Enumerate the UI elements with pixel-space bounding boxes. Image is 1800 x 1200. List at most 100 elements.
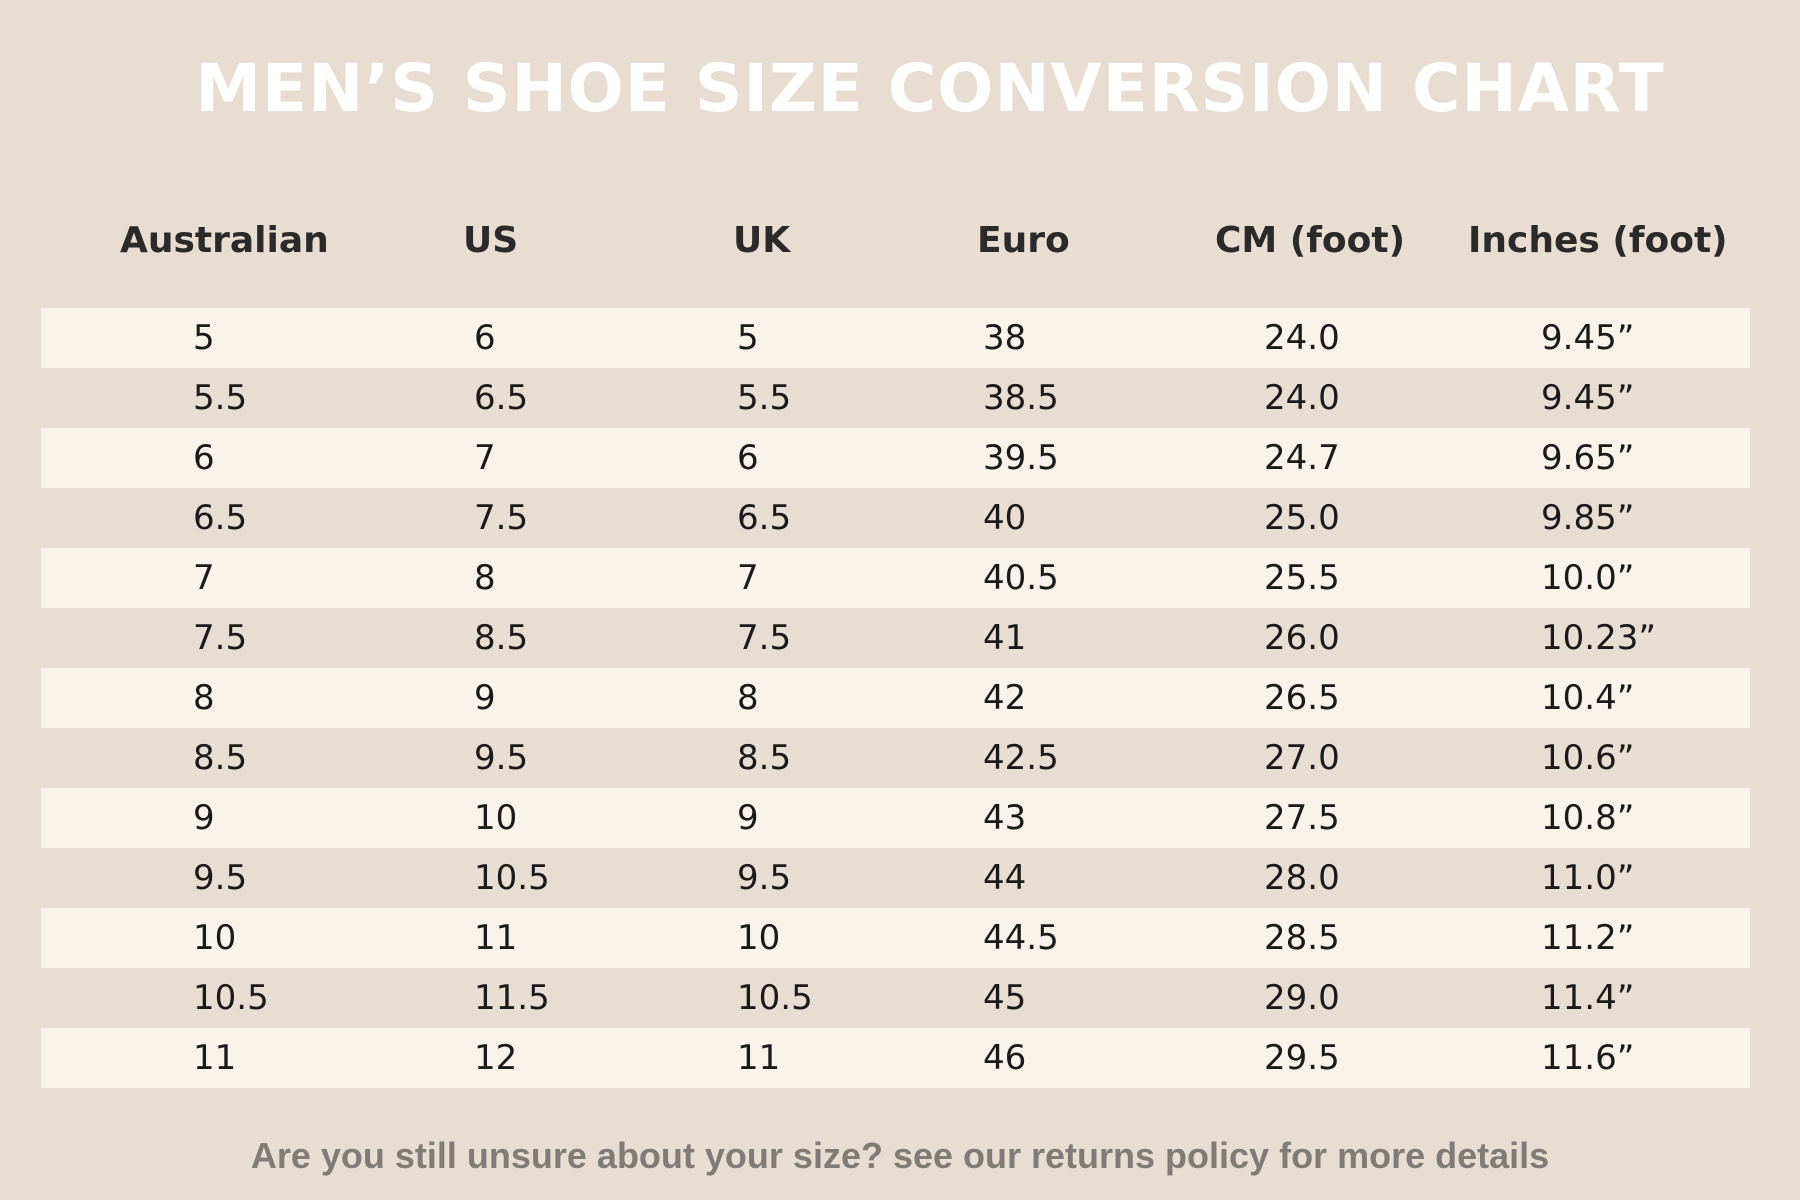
- table-row: 7 8 7 40.5 25.5 10.0”: [41, 548, 1750, 608]
- cell-cm: 25.5: [1264, 558, 1340, 598]
- table-row: 8 9 8 42 26.5 10.4”: [41, 668, 1750, 728]
- cell-euro: 42.5: [983, 738, 1059, 778]
- cell-australian: 9: [193, 798, 215, 838]
- cell-euro: 45: [983, 978, 1027, 1018]
- column-header-inches: Inches (foot): [1468, 220, 1728, 261]
- cell-australian: 6.5: [193, 498, 248, 538]
- cell-uk: 8: [737, 678, 759, 718]
- table-row: 10 11 10 44.5 28.5 11.2”: [41, 908, 1750, 968]
- cell-australian: 8.5: [193, 738, 248, 778]
- column-header-euro: Euro: [977, 220, 1070, 261]
- table-row: 11 12 11 46 29.5 11.6”: [41, 1028, 1750, 1088]
- cell-us: 9.5: [474, 738, 529, 778]
- cell-inches: 11.4”: [1541, 978, 1635, 1018]
- cell-inches: 10.6”: [1541, 738, 1635, 778]
- chart-title: MEN’S SHOE SIZE CONVERSION CHART: [195, 50, 1665, 127]
- cell-inches: 9.65”: [1541, 438, 1635, 478]
- cell-inches: 10.8”: [1541, 798, 1635, 838]
- cell-euro: 38.5: [983, 378, 1059, 418]
- cell-euro: 41: [983, 618, 1027, 658]
- cell-australian: 7: [193, 558, 215, 598]
- cell-uk: 9.5: [737, 858, 792, 898]
- cell-australian: 11: [193, 1038, 237, 1078]
- cell-us: 6: [474, 318, 496, 358]
- cell-uk: 5: [737, 318, 759, 358]
- cell-euro: 44.5: [983, 918, 1059, 958]
- cell-cm: 24.7: [1264, 438, 1340, 478]
- cell-cm: 29.5: [1264, 1038, 1340, 1078]
- cell-euro: 46: [983, 1038, 1027, 1078]
- cell-cm: 27.5: [1264, 798, 1340, 838]
- column-header-cm: CM (foot): [1215, 220, 1406, 261]
- cell-uk: 5.5: [737, 378, 792, 418]
- cell-australian: 6: [193, 438, 215, 478]
- table-row: 10.5 11.5 10.5 45 29.0 11.4”: [41, 968, 1750, 1028]
- cell-uk: 10: [737, 918, 781, 958]
- cell-euro: 40: [983, 498, 1027, 538]
- cell-euro: 42: [983, 678, 1027, 718]
- cell-us: 7.5: [474, 498, 529, 538]
- cell-cm: 24.0: [1264, 378, 1340, 418]
- table-row: 8.5 9.5 8.5 42.5 27.0 10.6”: [41, 728, 1750, 788]
- cell-uk: 7.5: [737, 618, 792, 658]
- cell-inches: 11.6”: [1541, 1038, 1635, 1078]
- table-header: Australian US UK Euro CM (foot) Inches (…: [0, 220, 1800, 280]
- cell-australian: 7.5: [193, 618, 248, 658]
- table-row: 6.5 7.5 6.5 40 25.0 9.85”: [41, 488, 1750, 548]
- cell-us: 9: [474, 678, 496, 718]
- cell-us: 7: [474, 438, 496, 478]
- column-header-uk: UK: [733, 220, 791, 261]
- cell-us: 11.5: [474, 978, 550, 1018]
- cell-us: 8.5: [474, 618, 529, 658]
- cell-inches: 10.23”: [1541, 618, 1656, 658]
- cell-euro: 38: [983, 318, 1027, 358]
- cell-uk: 9: [737, 798, 759, 838]
- cell-euro: 44: [983, 858, 1027, 898]
- cell-inches: 11.2”: [1541, 918, 1635, 958]
- cell-uk: 6.5: [737, 498, 792, 538]
- cell-inches: 10.4”: [1541, 678, 1635, 718]
- cell-uk: 11: [737, 1038, 781, 1078]
- table-row: 9 10 9 43 27.5 10.8”: [41, 788, 1750, 848]
- table-row: 5 6 5 38 24.0 9.45”: [41, 308, 1750, 368]
- cell-inches: 9.85”: [1541, 498, 1635, 538]
- cell-us: 6.5: [474, 378, 529, 418]
- cell-cm: 28.0: [1264, 858, 1340, 898]
- footer-note: Are you still unsure about your size? se…: [250, 1135, 1550, 1176]
- cell-euro: 43: [983, 798, 1027, 838]
- cell-australian: 5: [193, 318, 215, 358]
- cell-inches: 9.45”: [1541, 318, 1635, 358]
- cell-australian: 10: [193, 918, 237, 958]
- cell-cm: 25.0: [1264, 498, 1340, 538]
- table-row: 5.5 6.5 5.5 38.5 24.0 9.45”: [41, 368, 1750, 428]
- cell-us: 12: [474, 1038, 518, 1078]
- cell-us: 10.5: [474, 858, 550, 898]
- cell-cm: 28.5: [1264, 918, 1340, 958]
- cell-us: 10: [474, 798, 518, 838]
- cell-uk: 8.5: [737, 738, 792, 778]
- column-header-australian: Australian: [120, 220, 329, 261]
- cell-cm: 29.0: [1264, 978, 1340, 1018]
- size-table-body: 5 6 5 38 24.0 9.45” 5.5 6.5 5.5 38.5 24.0 9.45” 6 7 6 3…: [41, 308, 1750, 1088]
- cell-inches: 10.0”: [1541, 558, 1635, 598]
- cell-cm: 26.5: [1264, 678, 1340, 718]
- cell-australian: 5.5: [193, 378, 248, 418]
- cell-us: 11: [474, 918, 518, 958]
- cell-inches: 9.45”: [1541, 378, 1635, 418]
- table-row: 6 7 6 39.5 24.7 9.65”: [41, 428, 1750, 488]
- cell-uk: 10.5: [737, 978, 813, 1018]
- cell-cm: 24.0: [1264, 318, 1340, 358]
- cell-inches: 11.0”: [1541, 858, 1635, 898]
- cell-uk: 7: [737, 558, 759, 598]
- cell-australian: 10.5: [193, 978, 269, 1018]
- cell-euro: 39.5: [983, 438, 1059, 478]
- cell-australian: 9.5: [193, 858, 248, 898]
- table-row: 9.5 10.5 9.5 44 28.0 11.0”: [41, 848, 1750, 908]
- column-header-us: US: [463, 220, 519, 261]
- cell-cm: 26.0: [1264, 618, 1340, 658]
- cell-australian: 8: [193, 678, 215, 718]
- cell-uk: 6: [737, 438, 759, 478]
- cell-euro: 40.5: [983, 558, 1059, 598]
- cell-cm: 27.0: [1264, 738, 1340, 778]
- table-row: 7.5 8.5 7.5 41 26.0 10.23”: [41, 608, 1750, 668]
